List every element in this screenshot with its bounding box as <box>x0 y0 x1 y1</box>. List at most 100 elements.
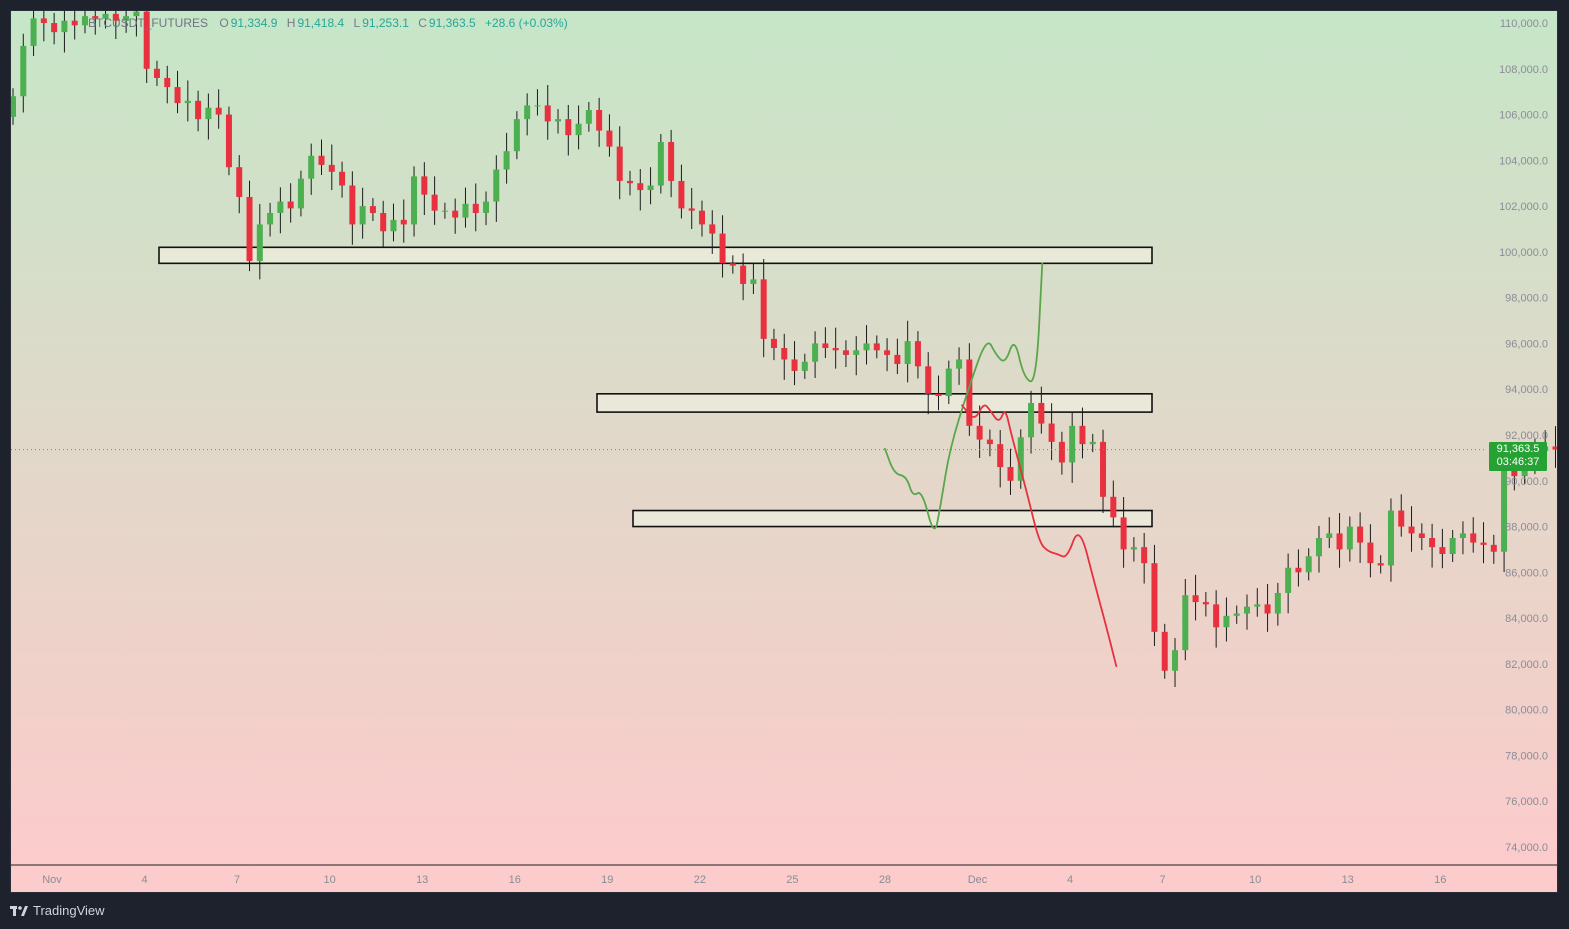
y-tick-label: 80,000.0 <box>1505 705 1548 717</box>
candle-down <box>1213 604 1220 628</box>
candle-up <box>123 16 130 21</box>
candle-down <box>884 350 891 355</box>
candle-down <box>164 77 171 88</box>
x-tick-label: 13 <box>416 874 428 886</box>
candle-down <box>1079 425 1086 445</box>
candle-down <box>616 146 623 181</box>
candle-up <box>853 350 860 355</box>
zone-resistance-100k[interactable] <box>158 246 1153 265</box>
y-tick-label: 76,000.0 <box>1505 796 1548 808</box>
candle-up <box>81 16 88 26</box>
candle-down <box>935 393 942 397</box>
candle-down <box>174 87 181 104</box>
candle-down <box>225 114 232 168</box>
candle-up <box>585 109 592 124</box>
candle-up <box>1326 533 1333 538</box>
candle-up <box>503 151 510 170</box>
candle-up <box>750 279 757 284</box>
candle-up <box>1089 441 1096 445</box>
candle-up <box>102 13 109 19</box>
candle-down <box>698 210 705 225</box>
candle-up <box>657 142 664 186</box>
candle-up <box>1223 615 1230 628</box>
candle-up <box>1130 547 1137 550</box>
candle-up <box>956 359 963 369</box>
candle-down <box>925 366 932 394</box>
change-value: +28.6 (+0.03%) <box>484 16 568 30</box>
candle-up <box>904 341 911 365</box>
symbol-label[interactable]: BTCUSDT_FUTURES <box>88 16 209 30</box>
candle-down <box>668 142 675 181</box>
candle-up <box>575 123 582 136</box>
y-tick-label: 94,000.0 <box>1505 384 1548 396</box>
candle-down <box>1141 547 1148 564</box>
candle-down <box>606 130 613 147</box>
candle-down <box>688 208 695 211</box>
candle-down <box>1048 423 1055 442</box>
candle-up <box>359 206 366 225</box>
candle-down <box>40 18 47 23</box>
candle-down <box>1161 631 1168 671</box>
candle-down <box>287 201 294 209</box>
zone-zone-94k[interactable] <box>596 392 1153 413</box>
candle-down <box>997 444 1004 468</box>
candle-down <box>822 343 829 349</box>
candle-up <box>11 96 16 117</box>
candle-down <box>565 119 572 136</box>
candle-up <box>1254 604 1261 607</box>
candle-up <box>1459 533 1466 538</box>
candle-down <box>452 210 459 218</box>
candle-up <box>534 105 541 107</box>
ohlc-legend: BTCUSDT_FUTURES O 91,334.9 H 91,418.4 L 91,… <box>88 16 574 30</box>
candle-up <box>555 119 562 122</box>
candle-up <box>277 201 284 213</box>
x-tick-label: 16 <box>1434 874 1446 886</box>
candle-down <box>1264 604 1271 614</box>
candle-up <box>1233 613 1240 616</box>
candle-up <box>801 361 808 371</box>
candle-down <box>369 206 376 213</box>
candle-down <box>976 425 983 440</box>
candle-up <box>1244 606 1250 614</box>
y-tick-label: 104,000.0 <box>1499 155 1548 167</box>
candle-down <box>1490 544 1497 552</box>
x-tick-label: 4 <box>1067 874 1073 886</box>
x-tick-label: 4 <box>141 874 147 886</box>
footer-bar <box>0 893 1569 929</box>
candle-down <box>1408 526 1415 534</box>
candle-up <box>390 219 397 232</box>
candle-down <box>637 183 644 191</box>
candle-up <box>1285 567 1292 593</box>
candle-down <box>770 338 777 349</box>
zone-support-88k[interactable] <box>632 509 1153 528</box>
candle-down <box>740 265 747 284</box>
candle-up <box>1182 595 1189 651</box>
candle-down <box>719 233 726 264</box>
candle-down <box>431 194 438 211</box>
candle-down <box>627 180 633 184</box>
candle-up <box>493 169 500 202</box>
candle-down <box>421 176 428 195</box>
y-tick-label: 108,000.0 <box>1499 64 1548 76</box>
candle-down <box>873 343 880 351</box>
candle-down <box>1336 533 1343 550</box>
chart-area[interactable]: 74,000.0 76,000.0 78,000.0 80,000.0 82,000.0… <box>10 10 1558 893</box>
y-tick-label: 102,000.0 <box>1499 201 1548 213</box>
x-tick-label: 16 <box>509 874 521 886</box>
y-tick-label: 106,000.0 <box>1499 110 1548 122</box>
candle-up <box>1017 437 1024 481</box>
candle-down <box>51 23 58 33</box>
x-tick-label: 7 <box>234 874 240 886</box>
current-price-badge: 91,363.5 03:46:37 <box>1489 442 1547 471</box>
candle-up <box>1028 402 1035 438</box>
candle-down <box>760 279 767 339</box>
close-label: C <box>418 16 427 30</box>
price-chart[interactable]: 74,000.0 76,000.0 78,000.0 80,000.0 82,000.0… <box>11 11 1558 893</box>
candle-up <box>524 105 531 120</box>
x-tick-label: Nov <box>42 874 62 886</box>
candle-down <box>1120 517 1127 550</box>
candle-down <box>914 341 921 367</box>
tradingview-brand[interactable]: TradingView <box>10 903 105 918</box>
candle-down <box>92 16 99 19</box>
y-tick-label: 88,000.0 <box>1505 522 1548 534</box>
